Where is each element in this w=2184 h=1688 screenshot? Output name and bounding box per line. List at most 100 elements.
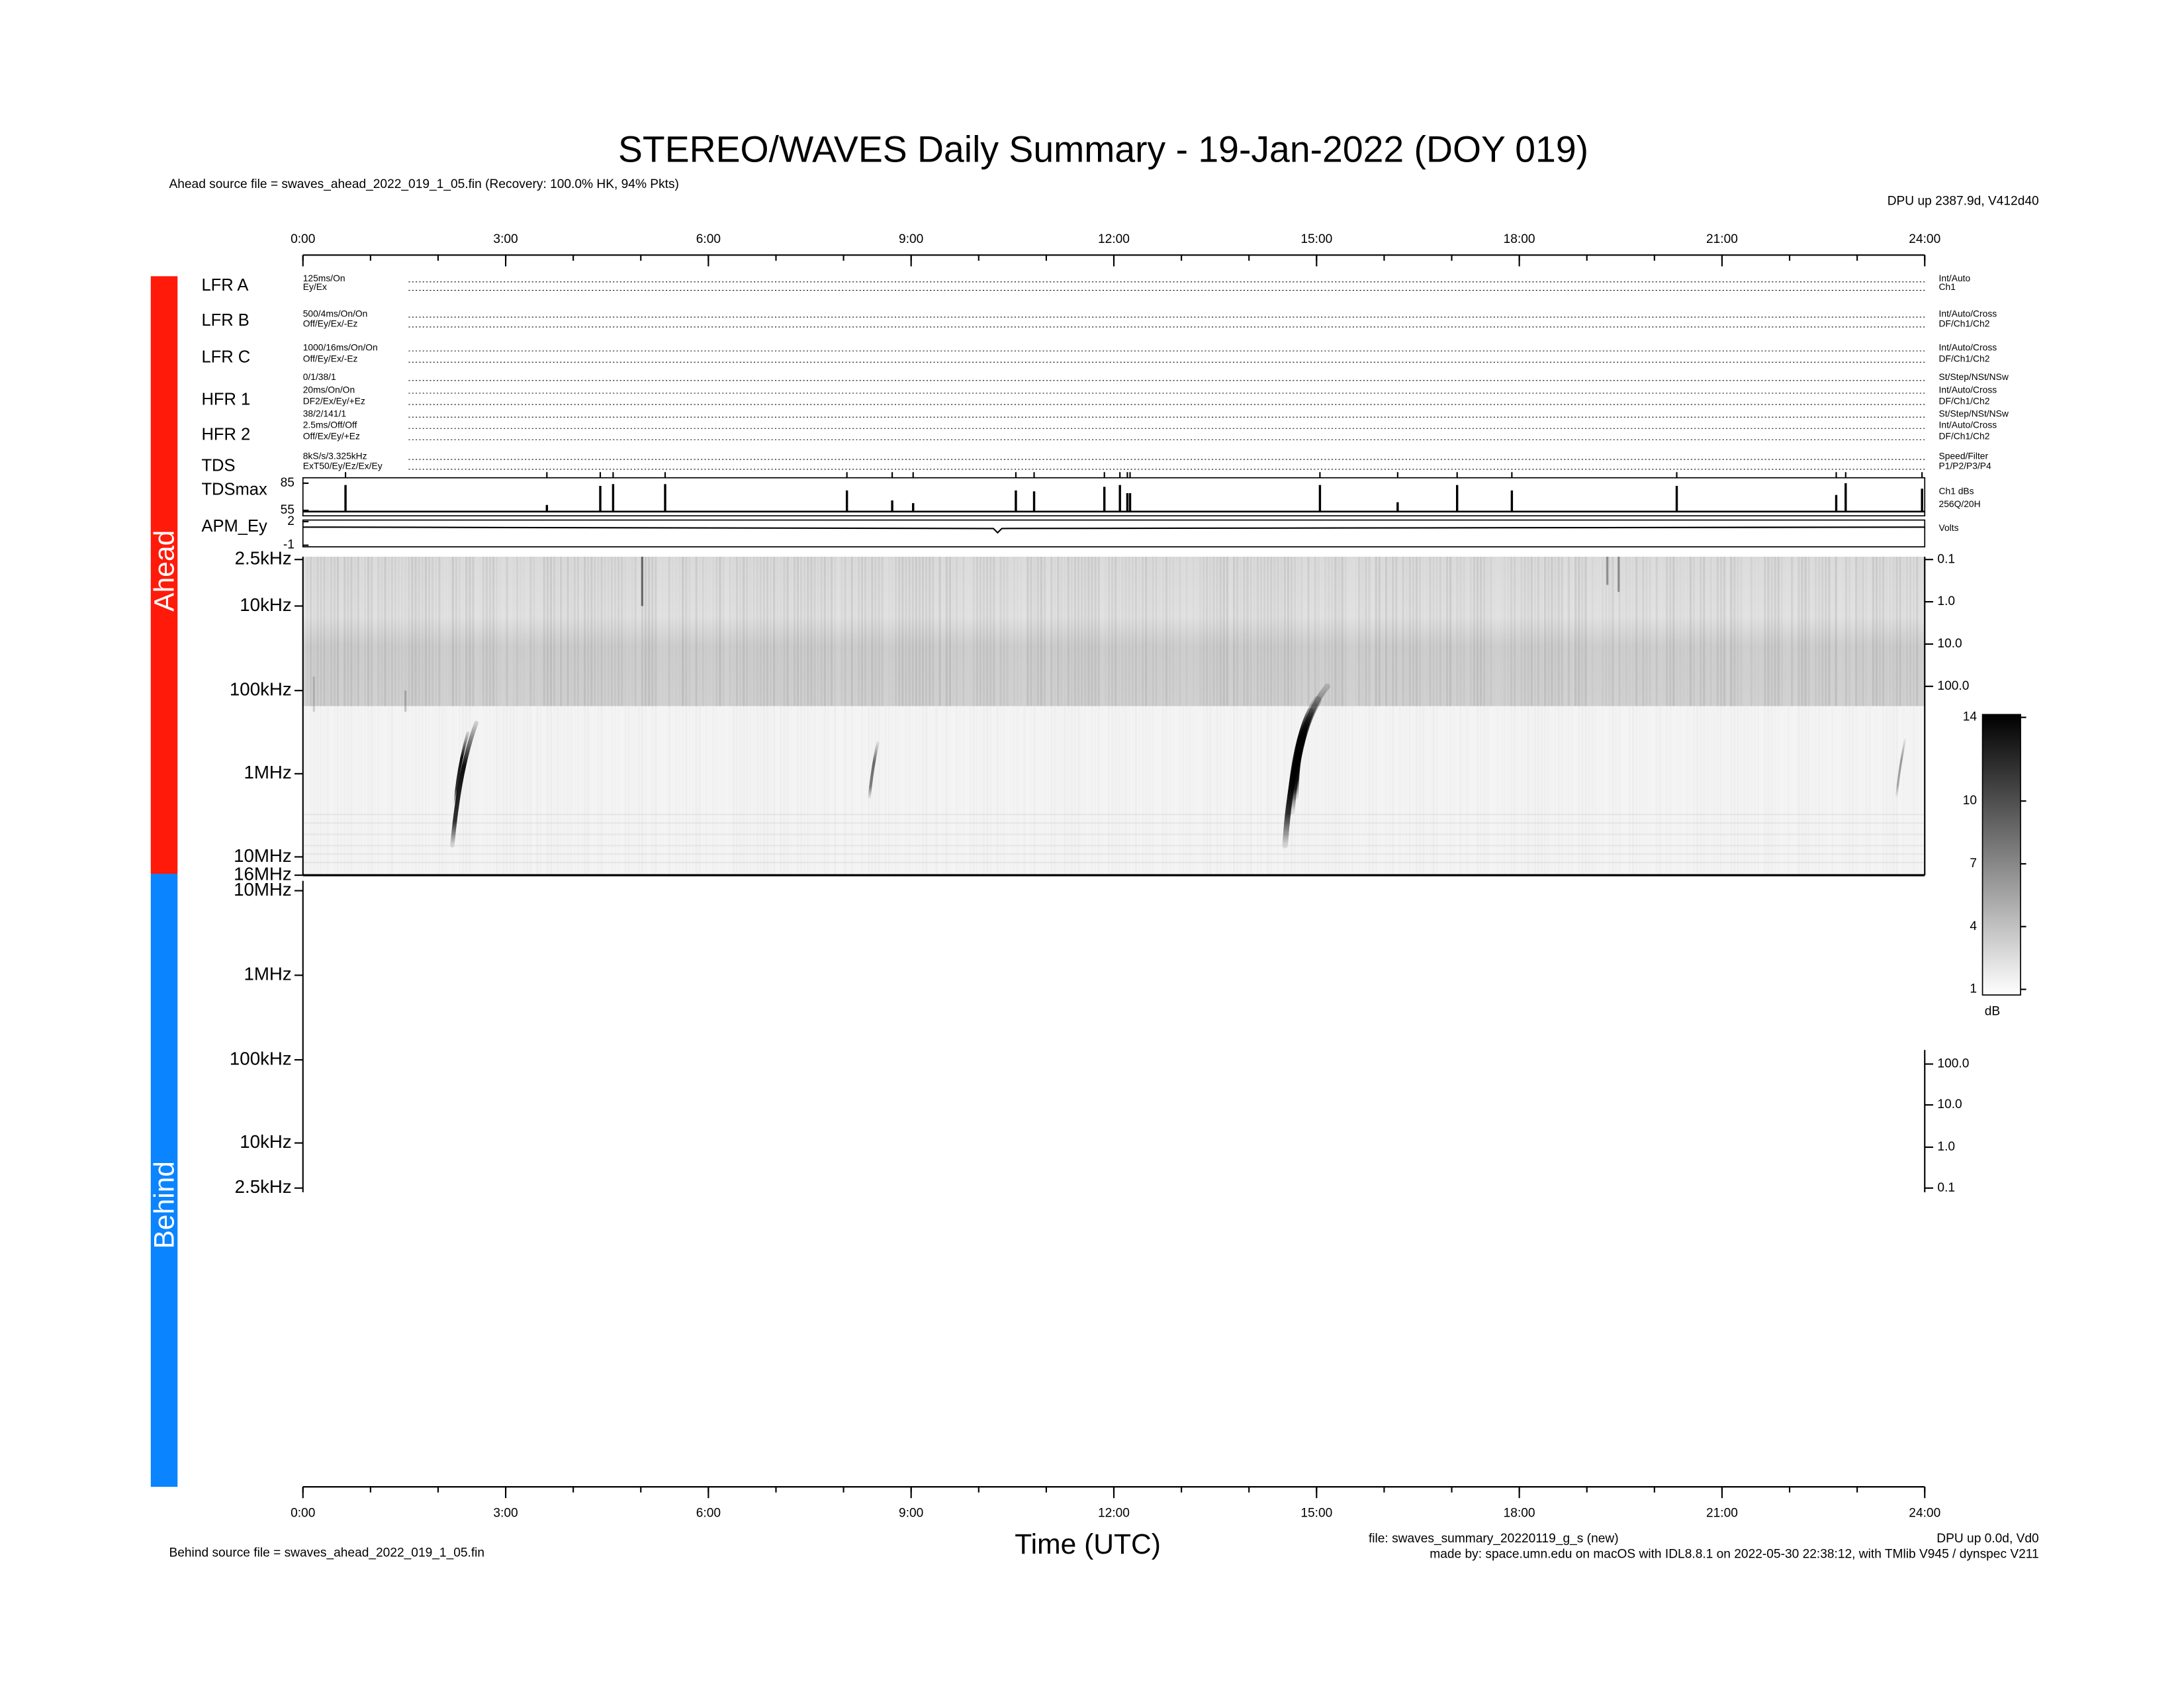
stripe	[807, 706, 809, 874]
stripe	[1287, 556, 1290, 706]
stripe	[1625, 557, 1627, 706]
stripe	[1727, 706, 1729, 874]
stripe	[526, 706, 528, 874]
stripe	[333, 556, 336, 706]
stripe	[1913, 706, 1915, 874]
freq-label: 10kHz	[240, 594, 291, 615]
stripe	[858, 706, 860, 874]
stripe	[888, 706, 890, 874]
stripe	[1415, 556, 1418, 706]
stripe	[949, 706, 951, 874]
stripe	[1808, 706, 1810, 874]
stripe	[719, 706, 721, 874]
stripe	[1612, 706, 1614, 874]
flux-label: 100.0	[1937, 679, 1969, 693]
row-setting: DF2/Ex/Ey/+Ez	[303, 395, 365, 406]
stripe	[1280, 706, 1282, 874]
stripe	[1919, 706, 1921, 874]
stripe	[1848, 706, 1850, 874]
stripe	[796, 556, 799, 706]
stripe	[1700, 556, 1702, 706]
stripe	[1507, 706, 1509, 874]
stripe	[1727, 557, 1729, 706]
stripe	[323, 706, 325, 874]
stripe	[313, 706, 315, 874]
stripe	[702, 556, 705, 706]
stripe	[772, 556, 776, 706]
stripe	[1169, 557, 1171, 706]
row-label: TDS	[201, 456, 235, 475]
stripe	[1385, 706, 1387, 874]
stripe	[506, 556, 508, 706]
stripe	[885, 706, 887, 874]
stripe	[1825, 556, 1827, 706]
stripe	[1541, 706, 1543, 874]
made-by: made by: space.umn.edu on macOS with IDL…	[1430, 1547, 2038, 1561]
stripe	[543, 706, 545, 874]
stripe	[1101, 557, 1103, 706]
freq-label: 100kHz	[230, 679, 292, 700]
stripe	[1426, 557, 1428, 706]
panel-label: APM_Ey	[201, 517, 267, 536]
stripe	[1202, 556, 1205, 706]
colorbar-unit: dB	[1985, 1005, 2000, 1019]
stripe	[1449, 556, 1452, 706]
stripe	[1375, 556, 1377, 706]
stripe	[1033, 557, 1035, 706]
stripe	[1709, 556, 1712, 706]
stripe	[749, 706, 751, 874]
stripe	[1196, 557, 1198, 706]
stripe	[1199, 557, 1201, 706]
stripe	[488, 556, 492, 706]
stripe	[841, 557, 842, 706]
stripe	[1355, 557, 1357, 706]
stripe	[733, 706, 735, 874]
stripe	[1642, 706, 1644, 874]
stripe	[1584, 556, 1587, 706]
stripe	[469, 706, 471, 874]
stripe	[1821, 556, 1824, 706]
stripe	[1259, 556, 1263, 706]
row-setting: 0/1/38/1	[303, 371, 336, 382]
stripe	[894, 556, 897, 706]
stripe	[658, 706, 660, 874]
stripe	[874, 706, 876, 874]
row-mode: DF/Ch1/Ch2	[1939, 431, 1990, 442]
stripe	[1602, 706, 1604, 874]
stripe	[546, 556, 549, 706]
stripe	[1050, 556, 1053, 706]
stripe	[520, 706, 522, 874]
row-setting: Off/Ex/Ey/+Ez	[303, 431, 360, 442]
stripe	[860, 556, 864, 706]
stripe	[547, 706, 549, 874]
stripe	[567, 556, 569, 706]
stripe	[1124, 706, 1126, 874]
row-setting: 2.5ms/Off/Off	[303, 420, 357, 430]
stripe	[597, 706, 599, 874]
stripe	[1527, 556, 1529, 706]
behind-source: Behind source file = swaves_ahead_2022_0…	[169, 1546, 484, 1560]
stripe	[533, 556, 535, 706]
stripe	[421, 556, 424, 706]
stripe	[1835, 556, 1837, 706]
title: STEREO/WAVES Daily Summary - 19-Jan-2022…	[618, 129, 1588, 170]
stripe	[1655, 556, 1659, 706]
stripe	[1094, 556, 1097, 706]
stripe	[1862, 556, 1864, 706]
stripe	[790, 706, 792, 874]
stripe	[634, 706, 636, 874]
stripe	[1334, 706, 1336, 874]
stripe	[1747, 706, 1749, 874]
stripe	[1216, 556, 1218, 706]
stripe	[1547, 706, 1549, 874]
stripe	[1676, 706, 1678, 874]
stripe	[340, 557, 342, 706]
stripe	[353, 557, 355, 706]
freq-label: 16MHz	[234, 863, 292, 884]
stripe	[1165, 556, 1168, 706]
stripe	[529, 556, 532, 706]
stripe	[1155, 556, 1158, 706]
stripe	[1510, 706, 1512, 874]
stripe	[647, 556, 651, 706]
stripe	[1314, 556, 1316, 706]
